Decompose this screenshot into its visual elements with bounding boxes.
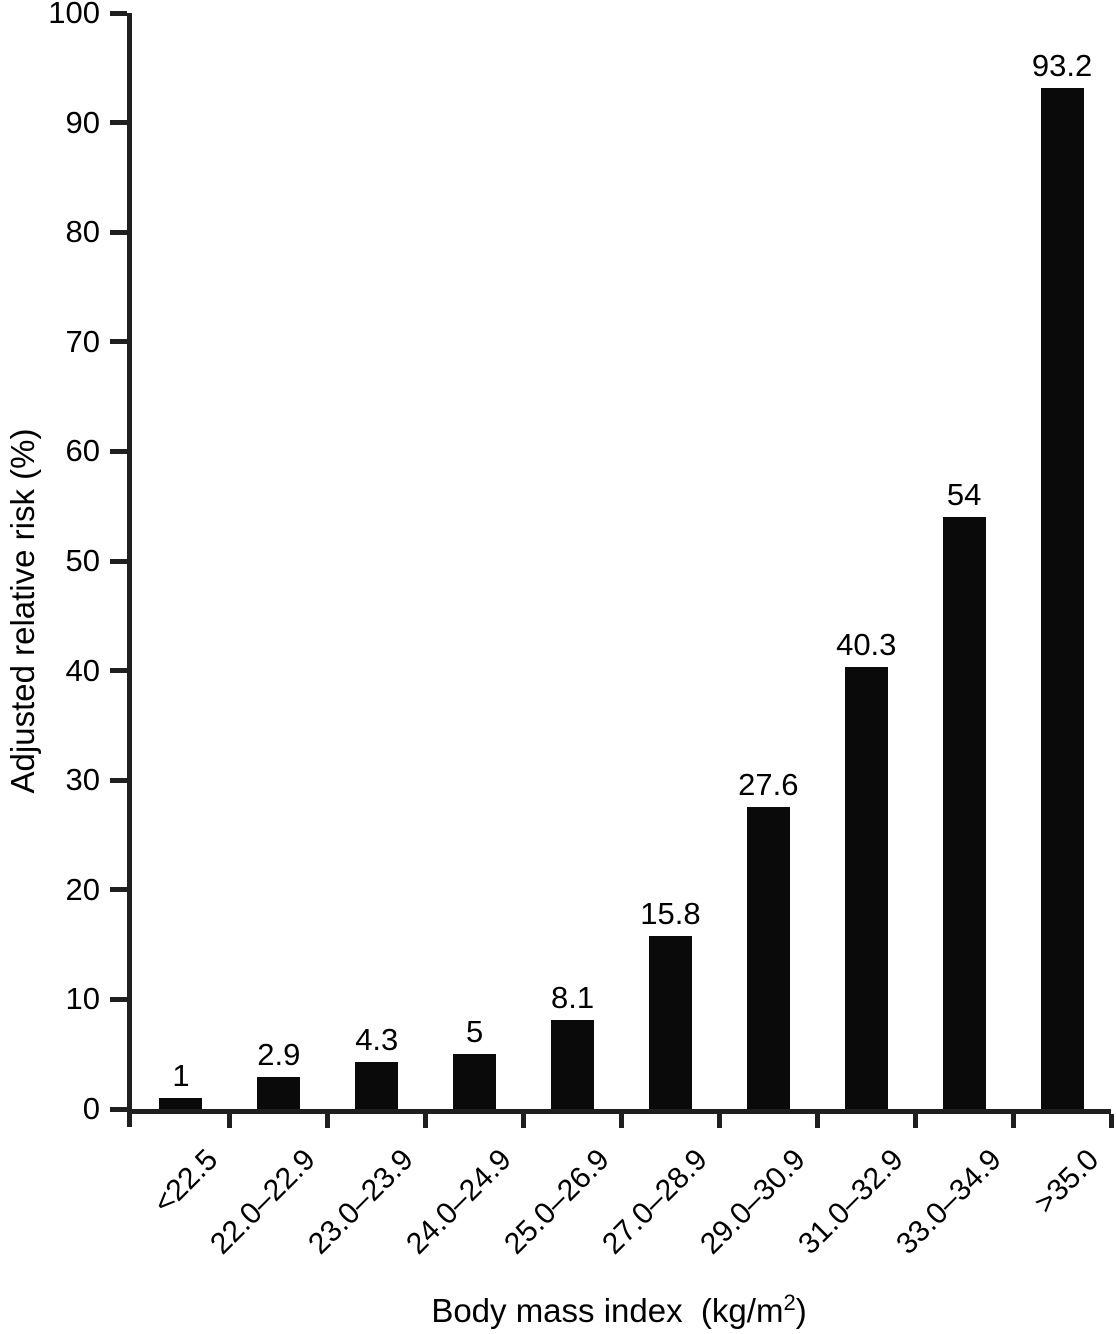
x-tick-mark bbox=[912, 1114, 918, 1128]
y-tick-label: 10 bbox=[65, 981, 100, 1017]
bar-value-label: 4.3 bbox=[355, 1021, 399, 1057]
bar-value-label: 54 bbox=[946, 477, 982, 513]
bar-value-label: 93.2 bbox=[1031, 47, 1093, 83]
x-category-label: 23.0–23.9 bbox=[302, 1143, 421, 1261]
y-tick-mark bbox=[110, 887, 127, 893]
x-axis-title-close: ) bbox=[795, 1292, 807, 1329]
y-axis-line bbox=[127, 13, 132, 1127]
bar bbox=[1040, 87, 1084, 1109]
x-axis-title: Body mass index (kg/m2) bbox=[127, 1292, 1111, 1330]
x-tick-mark bbox=[1010, 1114, 1016, 1128]
x-category-label: 29.0–30.9 bbox=[693, 1143, 812, 1261]
x-axis-title-text: Body mass index (kg/m bbox=[431, 1292, 784, 1329]
bar bbox=[355, 1061, 399, 1109]
y-tick-mark bbox=[110, 120, 127, 126]
x-tick-mark bbox=[814, 1114, 820, 1128]
x-tick-mark bbox=[1108, 1114, 1114, 1128]
x-tick-mark bbox=[227, 1114, 233, 1128]
y-tick-label: 0 bbox=[82, 1091, 100, 1126]
y-tick-label: 30 bbox=[65, 762, 100, 798]
y-tick-label: 20 bbox=[65, 871, 100, 907]
y-tick-mark bbox=[110, 10, 127, 16]
y-tick-mark bbox=[110, 996, 127, 1002]
x-category-label: <22.5 bbox=[147, 1143, 225, 1221]
y-tick-label: 80 bbox=[65, 214, 100, 250]
y-tick-label: 60 bbox=[65, 433, 100, 469]
y-tick-mark bbox=[110, 229, 127, 235]
x-tick-mark bbox=[521, 1114, 527, 1128]
y-tick-mark bbox=[110, 448, 127, 454]
x-tick-mark bbox=[716, 1114, 722, 1128]
bar bbox=[453, 1054, 497, 1109]
x-category-label: 31.0–32.9 bbox=[791, 1143, 910, 1261]
bar-value-label: 27.6 bbox=[738, 766, 799, 802]
bar-value-label: 15.8 bbox=[640, 895, 701, 931]
x-axis-line bbox=[127, 1109, 1111, 1114]
x-category-label: 24.0–24.9 bbox=[400, 1143, 518, 1261]
bar-value-label: 8.1 bbox=[550, 980, 595, 1016]
x-category-label: >35.0 bbox=[1028, 1143, 1106, 1221]
x-tick-mark bbox=[619, 1114, 624, 1128]
y-tick-mark bbox=[110, 668, 127, 674]
x-tick-mark bbox=[325, 1114, 331, 1128]
bar bbox=[648, 935, 692, 1109]
bar bbox=[159, 1098, 203, 1109]
bar bbox=[551, 1020, 595, 1109]
y-tick-label: 90 bbox=[65, 104, 100, 140]
x-category-label: 27.0–28.9 bbox=[596, 1143, 714, 1261]
y-tick-mark bbox=[110, 1106, 127, 1112]
x-axis-title-superscript: 2 bbox=[783, 1290, 796, 1315]
y-tick-label: 100 bbox=[48, 0, 100, 30]
bar-value-label: 1 bbox=[172, 1058, 190, 1094]
y-tick-label: 40 bbox=[65, 652, 100, 688]
x-category-label: 25.0–26.9 bbox=[498, 1143, 616, 1261]
x-category-label: 22.0–22.9 bbox=[204, 1143, 323, 1261]
x-category-label: 33.0–34.9 bbox=[889, 1143, 1008, 1261]
y-tick-label: 50 bbox=[65, 543, 100, 578]
x-tick-mark bbox=[423, 1114, 429, 1128]
bar bbox=[257, 1077, 301, 1109]
y-tick-mark bbox=[110, 339, 127, 345]
y-tick-mark bbox=[110, 558, 127, 564]
y-axis-title: Adjusted relative risk (%) bbox=[4, 428, 41, 794]
bar bbox=[942, 517, 986, 1109]
bar-value-label: 40.3 bbox=[836, 627, 897, 663]
y-tick-label: 70 bbox=[65, 323, 100, 359]
bar bbox=[746, 806, 790, 1109]
y-tick-mark bbox=[110, 777, 127, 783]
bar-value-label: 5 bbox=[466, 1014, 484, 1050]
bar bbox=[844, 667, 888, 1109]
bar-value-label: 2.9 bbox=[257, 1037, 301, 1073]
